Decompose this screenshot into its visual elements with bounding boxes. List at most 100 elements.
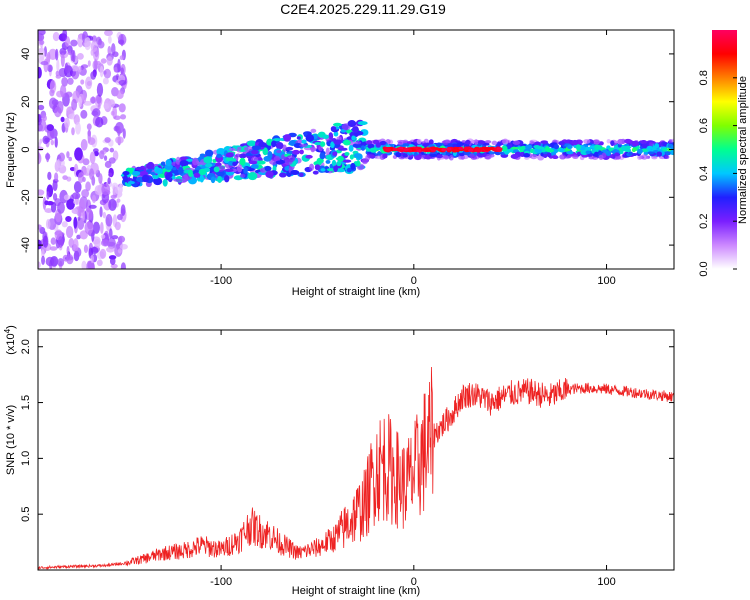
heatmap-cell	[552, 154, 558, 159]
heatmap-cell	[525, 144, 533, 150]
heatmap-cell	[66, 198, 75, 210]
heatmap-cell	[232, 161, 238, 167]
heatmap-cell	[68, 156, 73, 162]
heatmap-cell	[448, 155, 454, 161]
heatmap-cell	[104, 137, 111, 143]
spectrogram-y-tick-label: -40	[20, 237, 32, 253]
heatmap-cell	[559, 154, 567, 160]
heatmap-cell	[357, 121, 368, 126]
snr-y-tick-label: 0.5	[20, 507, 32, 522]
heatmap-cell	[348, 144, 354, 152]
heatmap-cell	[118, 103, 126, 113]
heatmap-cell	[72, 208, 78, 214]
spectrogram-y-tick-label: 20	[20, 96, 32, 108]
heatmap-cell	[610, 140, 615, 147]
heatmap-cell	[78, 96, 82, 108]
heatmap-cell	[110, 194, 117, 199]
heatmap-cell	[354, 141, 362, 145]
heatmap-cell	[243, 166, 248, 174]
heatmap-cell	[594, 144, 601, 150]
heatmap-cell	[113, 66, 118, 73]
colorbar-tick-label: 0.0	[698, 261, 710, 276]
heatmap-cell	[48, 97, 58, 110]
heatmap-cell	[118, 183, 123, 195]
heatmap-cell	[228, 147, 237, 151]
heatmap-cell	[70, 39, 78, 47]
colorbar-tick-label: 0.4	[698, 166, 710, 181]
heatmap-cell	[192, 157, 199, 166]
heatmap-cell	[91, 195, 97, 204]
heatmap-cell	[216, 153, 222, 159]
heatmap-cell	[360, 145, 366, 151]
heatmap-cell	[598, 141, 604, 146]
heatmap-cell	[50, 139, 55, 146]
snr-frame	[37, 329, 675, 571]
heatmap-cell	[513, 147, 520, 151]
heatmap-cell	[618, 150, 624, 155]
heatmap-cell	[344, 151, 350, 156]
heatmap-cell	[55, 70, 60, 77]
heatmap-cell	[108, 172, 113, 177]
heatmap-cell	[193, 172, 201, 178]
spectrogram-y-tick-label: 40	[20, 48, 32, 60]
heatmap-cell	[57, 258, 65, 267]
spectrogram-x-tick-label: -100	[210, 275, 232, 287]
heatmap-cell	[496, 141, 502, 148]
heatmap-cell	[258, 142, 267, 148]
heatmap-cell	[375, 142, 381, 148]
heatmap-cell	[474, 139, 479, 146]
heatmap-cell	[664, 155, 670, 160]
heatmap-cell	[77, 216, 81, 221]
colorbar-ticks: 0.0 0.2 0.4 0.6 0.8	[698, 70, 737, 277]
heatmap-cell	[367, 143, 375, 149]
heatmap-cell	[290, 169, 300, 176]
heatmap-cell	[89, 96, 97, 104]
heatmap-cell	[71, 127, 75, 136]
heatmap-cell	[118, 236, 123, 245]
heatmap-cell	[104, 30, 113, 37]
heatmap-cell	[614, 152, 620, 157]
heatmap-cell	[536, 146, 543, 150]
heatmap-cell	[468, 148, 474, 152]
heatmap-cell	[346, 129, 352, 134]
heatmap-cell	[96, 259, 103, 267]
heatmap-cell	[155, 167, 163, 175]
heatmap-cell	[102, 77, 109, 85]
heatmap-cell	[63, 117, 70, 129]
heatmap-cell	[318, 145, 323, 152]
heatmap-cell	[309, 163, 315, 171]
heatmap-cell	[98, 173, 103, 185]
heatmap-cell	[553, 144, 560, 150]
heatmap-cell	[57, 100, 64, 114]
heatmap-cell	[264, 165, 272, 172]
heatmap-cell	[484, 147, 490, 152]
heatmap-cell	[225, 156, 233, 162]
heatmap-cell	[107, 100, 116, 108]
heatmap-cell	[489, 151, 495, 155]
heatmap-cell	[77, 65, 82, 73]
heatmap-cell	[60, 84, 67, 98]
heatmap-cell	[77, 34, 84, 48]
heatmap-cell	[43, 58, 49, 73]
heatmap-cell	[286, 155, 296, 163]
heatmap-cell	[330, 141, 335, 149]
heatmap-cell	[109, 147, 115, 153]
heatmap-cell	[99, 65, 104, 78]
heatmap-cell	[119, 243, 128, 250]
heatmap-cell	[429, 153, 438, 158]
heatmap-cell	[320, 168, 326, 172]
heatmap-cell	[210, 176, 216, 184]
chart-title: C2E4.2025.229.11.29.G19	[280, 1, 446, 17]
heatmap-cell	[117, 125, 121, 137]
snr-x-tick-label: -100	[210, 576, 232, 588]
heatmap-cell	[165, 159, 172, 167]
heatmap-cell	[101, 183, 111, 195]
heatmap-cell	[434, 147, 440, 151]
heatmap-cell	[73, 238, 79, 252]
snr-y-tick-label: 2.0	[20, 339, 32, 354]
heatmap-cell	[319, 141, 326, 147]
heatmap-cell	[38, 33, 45, 42]
heatmap-cell	[310, 128, 317, 133]
heatmap-cell	[85, 181, 91, 192]
heatmap-cell	[248, 160, 258, 165]
